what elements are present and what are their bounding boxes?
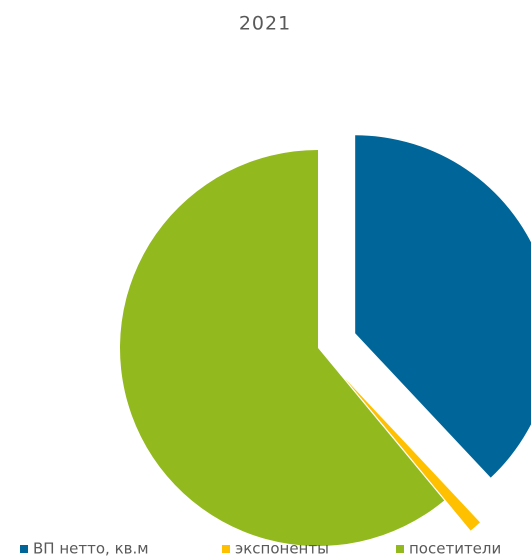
legend-label: экспоненты xyxy=(235,540,329,558)
legend-label: ВП нетто, кв.м xyxy=(33,540,149,558)
legend-swatch xyxy=(222,545,230,553)
pie-slice xyxy=(120,150,445,546)
legend-swatch xyxy=(396,545,404,553)
pie-slice xyxy=(344,378,480,531)
legend-label: посетители xyxy=(409,540,501,558)
legend-swatch xyxy=(20,545,28,553)
pie-slice xyxy=(355,135,531,478)
chart-title: 2021 xyxy=(239,13,291,35)
